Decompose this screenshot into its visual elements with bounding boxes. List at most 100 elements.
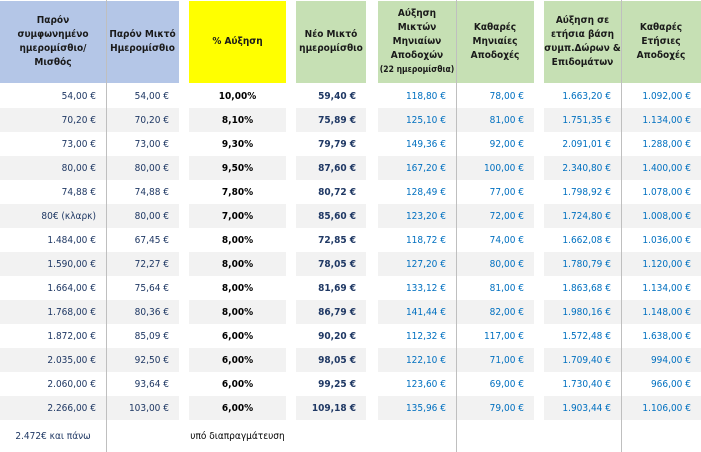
cell-annual-increase: 1.863,68 € bbox=[562, 282, 611, 294]
table-row-last: 2.472€ και πάνω υπό διαπραγμάτευση bbox=[0, 420, 701, 452]
cell-gross-wage: 103,00 € bbox=[106, 396, 179, 420]
cell-agreed-wage: 2.060,00 € bbox=[47, 378, 96, 390]
cell-gross-wage: 93,64 € bbox=[134, 378, 169, 390]
cell-agreed-wage: 1.872,00 € bbox=[47, 330, 96, 342]
cell-monthly-increase: 135,96 € bbox=[378, 396, 456, 420]
cell-gross-wage: 80,36 € bbox=[106, 300, 179, 324]
cell-agreed-wage: 2.266,00 € bbox=[0, 396, 106, 420]
cell-agreed-wage: 74,88 € bbox=[61, 186, 96, 198]
cell-new-gross-wage: 72,85 € bbox=[318, 234, 356, 246]
cell-net-monthly: 72,00 € bbox=[456, 204, 534, 228]
cell-new-gross-wage: 81,69 € bbox=[318, 282, 356, 294]
header-increase-percent: % Αύξηση bbox=[189, 1, 286, 83]
cell-net-monthly: 69,00 € bbox=[489, 378, 524, 390]
table-row: 2.266,00 €103,00 € 6,00% 109,18 € 135,96 €7… bbox=[0, 396, 701, 420]
cell-annual-increase: 1.780,79 € bbox=[544, 252, 621, 276]
cell-annual-increase: 2.340,80 € bbox=[544, 156, 621, 180]
cell-increase-percent: 6,00% bbox=[189, 396, 286, 420]
cell-monthly-increase: 133,12 € bbox=[405, 282, 446, 294]
cell-increase-percent: 6,00% bbox=[221, 330, 254, 342]
cell-monthly-increase: 123,20 € bbox=[378, 204, 456, 228]
cell-gross-wage: 92,50 € bbox=[106, 348, 179, 372]
header-current-agreed-wage: Παρόν συμφωνημένο ημερομίσθιο/ Μισθός bbox=[0, 1, 106, 83]
gridline bbox=[456, 0, 457, 452]
cell-agreed-wage: 54,00 € bbox=[61, 90, 96, 102]
cell-increase-percent: 8,00% bbox=[221, 234, 254, 246]
table-row: 80€ (κλαρκ) 80,00 € 7,00% 85,60 € 123,20 €72… bbox=[0, 204, 701, 228]
cell-net-annual: 1.134,00 € bbox=[642, 282, 691, 294]
cell-new-gross-wage: 86,79 € bbox=[296, 300, 366, 324]
cell-monthly-increase: 118,72 € bbox=[405, 234, 446, 246]
gridline bbox=[621, 0, 622, 452]
cell-annual-increase: 1.751,35 € bbox=[544, 108, 621, 132]
header-net-monthly: Καθαρές Μηνιαίες Αποδοχές bbox=[456, 1, 534, 83]
cell-net-annual: 1.288,00 € bbox=[642, 138, 691, 150]
cell-agreed-wage: 80€ (κλαρκ) bbox=[0, 204, 106, 228]
cell-increase-percent: 8,00% bbox=[189, 252, 286, 276]
cell-annual-increase: 1.709,40 € bbox=[544, 348, 621, 372]
cell-new-gross-wage: 85,60 € bbox=[296, 204, 366, 228]
table-body: 54,00 € 54,00 € 10,00% 59,40 € 118,80 € 78,00… bbox=[0, 84, 701, 420]
cell-net-monthly: 74,00 € bbox=[489, 234, 524, 246]
cell-net-annual: 966,00 € bbox=[650, 378, 691, 390]
cell-annual-increase: 1.662,08 € bbox=[562, 234, 611, 246]
cell-increase-percent: 6,00% bbox=[189, 348, 286, 372]
cell-net-monthly: 100,00 € bbox=[456, 156, 534, 180]
header-monthly-gross-increase-sub: (22 ημερομίσθια) bbox=[379, 65, 455, 75]
cell-monthly-increase: 128,49 € bbox=[405, 186, 446, 198]
cell-net-monthly: 92,00 € bbox=[489, 138, 524, 150]
cell-annual-increase: 1.724,80 € bbox=[544, 204, 621, 228]
table-row: 1.768,00 €80,36 € 8,00% 86,79 € 141,44 €82,… bbox=[0, 300, 701, 324]
cell-net-annual: 994,00 € bbox=[621, 348, 701, 372]
cell-increase-percent: 9,50% bbox=[189, 156, 286, 180]
table-row: 54,00 € 54,00 € 10,00% 59,40 € 118,80 € 78,00… bbox=[0, 84, 701, 108]
cell-annual-increase: 1.572,48 € bbox=[562, 330, 611, 342]
cell-net-monthly: 81,00 € bbox=[489, 282, 524, 294]
cell-net-monthly: 80,00 € bbox=[456, 252, 534, 276]
cell-increase-percent: 7,80% bbox=[221, 186, 254, 198]
cell-gross-wage: 80,00 € bbox=[106, 156, 179, 180]
cell-gross-wage: 54,00 € bbox=[134, 90, 169, 102]
cell-increase-percent: 7,00% bbox=[189, 204, 286, 228]
cell-annual-increase: 1.903,44 € bbox=[544, 396, 621, 420]
header-annual-increase: Αύξηση σε ετήσια βάση συμπ.Δώρων & Επιδο… bbox=[544, 1, 621, 83]
cell-new-gross-wage: 75,89 € bbox=[296, 108, 366, 132]
cell-net-annual: 1.638,00 € bbox=[642, 330, 691, 342]
cell-net-monthly: 71,00 € bbox=[456, 348, 534, 372]
cell-net-annual: 1.134,00 € bbox=[621, 108, 701, 132]
cell-net-annual: 1.120,00 € bbox=[621, 252, 701, 276]
cell-increase-percent: 9,30% bbox=[221, 138, 254, 150]
cell-new-gross-wage: 59,40 € bbox=[318, 90, 356, 102]
cell-net-monthly: 77,00 € bbox=[489, 186, 524, 198]
table-row: 2.035,00 €92,50 € 6,00% 98,05 € 122,10 €71,… bbox=[0, 348, 701, 372]
cell-agreed-wage: 1.484,00 € bbox=[47, 234, 96, 246]
cell-annual-increase: 1.798,92 € bbox=[562, 186, 611, 198]
cell-monthly-increase: 123,60 € bbox=[405, 378, 446, 390]
cell-monthly-increase: 127,20 € bbox=[378, 252, 456, 276]
cell-under-negotiation: υπό διαπραγμάτευση bbox=[190, 430, 285, 442]
table-row: 80,00 €80,00 € 9,50% 87,60 € 167,20 €100,00… bbox=[0, 156, 701, 180]
table-row: 1.664,00 € 75,64 € 8,00% 81,69 € 133,12 € 81,… bbox=[0, 276, 701, 300]
cell-net-annual: 1.092,00 € bbox=[642, 90, 691, 102]
cell-net-annual: 1.008,00 € bbox=[621, 204, 701, 228]
cell-gross-wage: 75,64 € bbox=[134, 282, 169, 294]
table-row: 73,00 € 73,00 € 9,30% 79,79 € 149,36 € 92,00 … bbox=[0, 132, 701, 156]
cell-monthly-increase: 149,36 € bbox=[405, 138, 446, 150]
cell-net-annual: 1.078,00 € bbox=[642, 186, 691, 198]
cell-new-gross-wage: 109,18 € bbox=[296, 396, 366, 420]
cell-gross-wage: 73,00 € bbox=[134, 138, 169, 150]
header-net-annual: Καθαρές Ετήσιες Αποδοχές bbox=[621, 1, 701, 83]
cell-increase-percent: 8,10% bbox=[189, 108, 286, 132]
cell-agreed-wage: 2.035,00 € bbox=[0, 348, 106, 372]
cell-net-monthly: 78,00 € bbox=[489, 90, 524, 102]
cell-increase-percent: 8,00% bbox=[221, 282, 254, 294]
cell-agreed-wage: 1.590,00 € bbox=[0, 252, 106, 276]
cell-new-gross-wage: 87,60 € bbox=[296, 156, 366, 180]
cell-agreed-wage: 1.768,00 € bbox=[0, 300, 106, 324]
cell-net-annual: 1.400,00 € bbox=[621, 156, 701, 180]
cell-agreed-wage: 70,20 € bbox=[0, 108, 106, 132]
cell-annual-increase: 1.663,20 € bbox=[562, 90, 611, 102]
cell-annual-increase: 1.730,40 € bbox=[562, 378, 611, 390]
cell-new-gross-wage: 80,72 € bbox=[318, 186, 356, 198]
